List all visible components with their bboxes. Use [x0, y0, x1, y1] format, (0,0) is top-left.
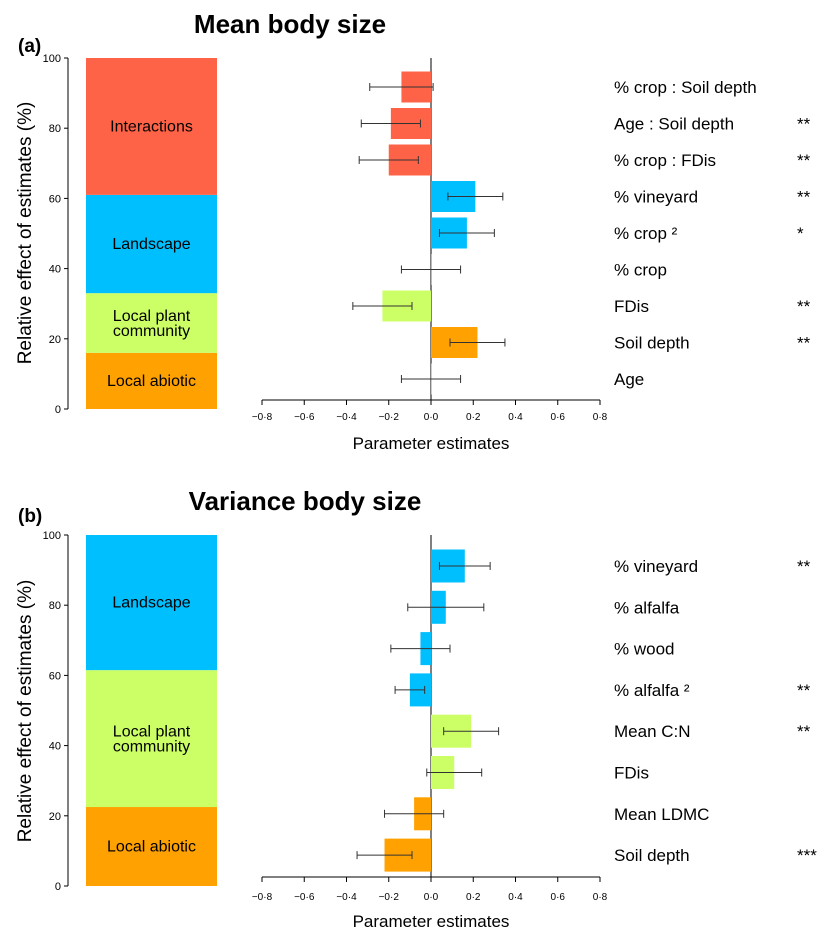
panel-label: (a)	[18, 36, 41, 57]
significance-stars: **	[797, 334, 811, 353]
x-tick-label: −0·4	[336, 412, 357, 423]
group-label: Local abiotic	[107, 839, 196, 856]
chart-panel-a: Mean body size (a) Relative effect of esti…	[15, 9, 811, 453]
y-axis-label: Relative effect of estimates (%)	[15, 580, 36, 843]
term-label: % wood	[614, 640, 674, 659]
x-tick-label: 0·4	[508, 892, 523, 903]
y-tick-label: 20	[49, 334, 61, 346]
x-tick-label: 0·8	[593, 892, 608, 903]
x-tick-label: 0·6	[551, 412, 566, 423]
term-label: Soil depth	[614, 334, 690, 353]
x-tick-label: 0·0	[424, 412, 439, 423]
group-box	[86, 194, 217, 294]
x-axis-label: Parameter estimates	[353, 434, 510, 453]
y-tick-label: 40	[49, 741, 61, 753]
x-tick-label: −0·2	[379, 412, 400, 423]
panel-label: (b)	[18, 506, 42, 527]
x-tick-label: −0·6	[294, 892, 315, 903]
group-label: Local plant	[113, 724, 191, 741]
significance-stars: **	[797, 188, 811, 207]
x-tick-label: −0·6	[294, 412, 315, 423]
y-tick-label: 60	[49, 193, 61, 205]
group-box	[86, 670, 217, 808]
y-axis-label: Relative effect of estimates (%)	[15, 102, 36, 365]
x-tick-label: −0·2	[379, 892, 400, 903]
x-tick-label: 0·6	[551, 892, 566, 903]
term-label: % alfalfa	[614, 598, 680, 617]
x-tick-label: 0·2	[466, 892, 481, 903]
term-label: % vineyard	[614, 557, 698, 576]
group-label: Landscape	[112, 595, 190, 612]
term-label: Mean LDMC	[614, 805, 709, 824]
x-tick-label: 0·8	[593, 412, 608, 423]
term-label: Mean C:N	[614, 722, 691, 741]
group-label: Landscape	[112, 236, 190, 253]
term-label: % crop : Soil depth	[614, 78, 757, 97]
significance-stars: **	[797, 297, 811, 316]
x-tick-label: −0·8	[252, 892, 273, 903]
group-label: community	[113, 323, 190, 340]
significance-stars: *	[797, 224, 804, 243]
term-label: % alfalfa ²	[614, 681, 690, 700]
significance-stars: **	[797, 557, 811, 576]
panel-title: Variance body size	[189, 486, 422, 516]
term-label: % crop ²	[614, 224, 678, 243]
y-tick-label: 40	[49, 264, 61, 276]
term-label: % vineyard	[614, 188, 698, 207]
chart-panel-b: Variance body size (b) Relative effect of …	[15, 486, 817, 931]
significance-stars: **	[797, 115, 811, 134]
y-tick-label: 80	[49, 600, 61, 612]
group-box	[86, 352, 217, 409]
y-tick-label: 80	[49, 123, 61, 135]
significance-stars: **	[797, 151, 811, 170]
y-tick-label: 60	[49, 670, 61, 682]
term-label: % crop	[614, 261, 667, 280]
x-tick-label: −0·8	[252, 412, 273, 423]
term-label: Age : Soil depth	[614, 115, 734, 134]
y-tick-label: 100	[43, 53, 61, 65]
group-box	[86, 58, 217, 195]
x-axis-label: Parameter estimates	[353, 912, 510, 931]
term-label: FDis	[614, 297, 649, 316]
group-box	[86, 535, 217, 671]
y-tick-label: 0	[55, 404, 61, 416]
panel-title: Mean body size	[194, 9, 386, 39]
y-tick-label: 0	[55, 881, 61, 893]
x-tick-label: 0·2	[466, 412, 481, 423]
term-label: Age	[614, 370, 644, 389]
group-label: community	[113, 739, 190, 756]
term-label: FDis	[614, 764, 649, 783]
group-label: Interactions	[110, 118, 193, 135]
significance-stars: **	[797, 722, 811, 741]
term-label: % crop : FDis	[614, 151, 716, 170]
term-label: Soil depth	[614, 846, 690, 865]
x-tick-label: 0·4	[508, 412, 523, 423]
significance-stars: **	[797, 681, 811, 700]
x-tick-label: 0·0	[424, 892, 439, 903]
x-tick-label: −0·4	[336, 892, 357, 903]
significance-stars: ***	[797, 846, 817, 865]
group-label: Local abiotic	[107, 373, 196, 390]
group-label: Local plant	[113, 308, 191, 325]
y-tick-label: 100	[43, 530, 61, 542]
group-box	[86, 807, 217, 886]
y-tick-label: 20	[49, 811, 61, 823]
group-box	[86, 293, 217, 353]
